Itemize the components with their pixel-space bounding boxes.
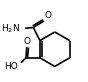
Text: H$_2$N: H$_2$N [1,22,20,35]
Text: O: O [45,11,52,20]
Text: O: O [24,37,31,46]
Text: HO: HO [4,62,18,71]
